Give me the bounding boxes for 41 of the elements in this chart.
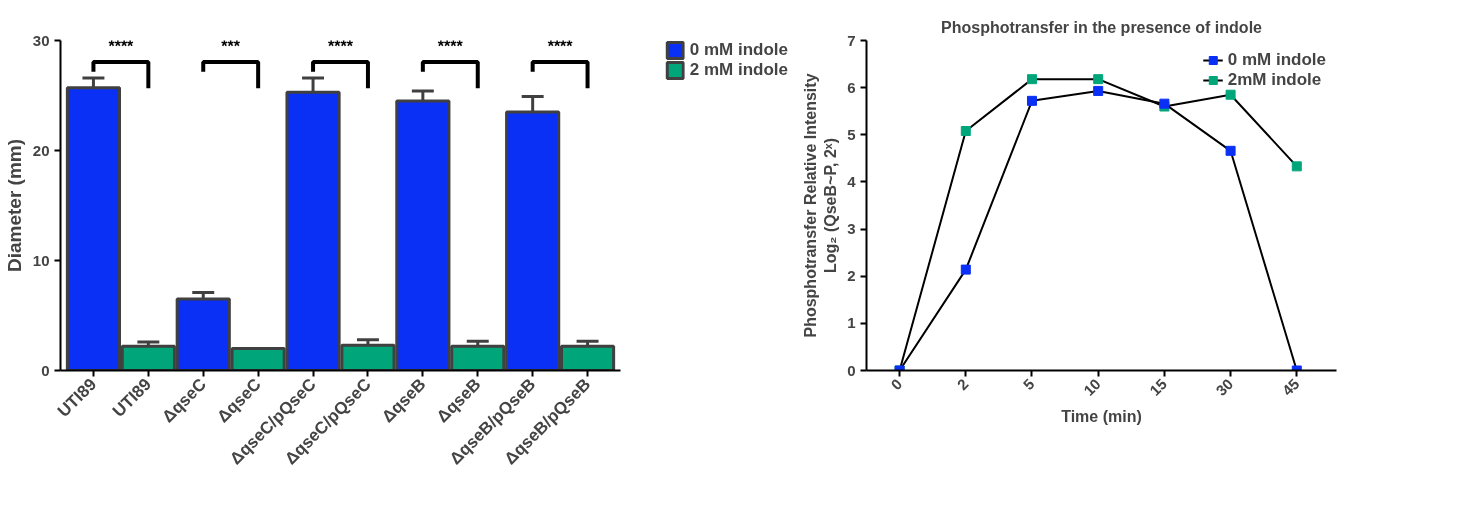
x-tick-label: 0 xyxy=(887,375,906,394)
annotation: *** xyxy=(221,38,241,56)
y-tick-label: 0 xyxy=(41,361,50,379)
legend-label: 2 mM indole xyxy=(689,60,788,80)
x-tick-label: 5 xyxy=(1019,375,1038,394)
x-tick-label: 2 xyxy=(953,375,972,394)
y-tick-label: 4 xyxy=(847,172,857,190)
point xyxy=(960,264,971,275)
y-tick-label: 7 xyxy=(847,31,856,49)
y-tick-label: 30 xyxy=(32,31,50,49)
point xyxy=(1026,95,1037,106)
y-axis-title: Diameter (mm) xyxy=(3,138,25,273)
legend-label: 0 mM indole xyxy=(689,40,788,60)
point xyxy=(1225,89,1236,100)
y-tick-label: 10 xyxy=(32,251,50,269)
y-tick-label: 20 xyxy=(32,141,50,159)
x-tick-label: 10 xyxy=(1080,375,1104,399)
y-tick-label: 5 xyxy=(847,125,856,143)
annotation: **** xyxy=(437,38,464,56)
point xyxy=(1093,74,1104,85)
annotation: **** xyxy=(547,38,574,56)
annotation: **** xyxy=(328,38,354,56)
chart-title: Phosphotransfer in the presence of indole xyxy=(941,18,1263,36)
annotation: **** xyxy=(108,38,135,56)
y-tick-label: 3 xyxy=(847,220,856,238)
x-tick-label: 45 xyxy=(1278,375,1303,399)
x-axis-title: Time (min) xyxy=(1061,408,1142,426)
x-tick-label: 15 xyxy=(1146,375,1171,399)
x-tick-label: 30 xyxy=(1212,375,1237,399)
y-tick-label: 0 xyxy=(847,361,856,379)
legend-label: 2mM indole xyxy=(1227,70,1322,90)
point xyxy=(1026,74,1037,85)
legend-label: 0 mM indole xyxy=(1227,50,1326,70)
y-tick-label: 6 xyxy=(847,78,856,96)
point xyxy=(1291,161,1302,172)
y-tick-label: 1 xyxy=(847,314,856,332)
y-tick-label: 2 xyxy=(847,267,856,285)
y-axis-title: Phosphotransfer Relative Intensity Log₂ (QseB~P, 2ˣ) xyxy=(801,73,840,338)
point xyxy=(960,126,971,137)
point xyxy=(1225,145,1236,156)
point xyxy=(1093,85,1104,96)
